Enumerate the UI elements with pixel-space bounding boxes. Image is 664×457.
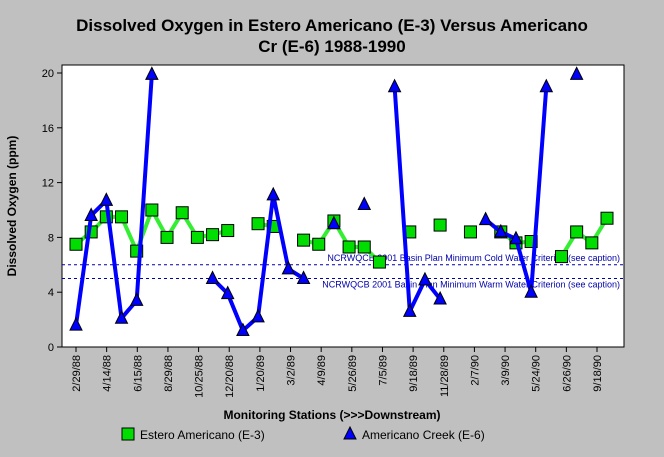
data-point-square [433, 218, 447, 232]
series-line [392, 86, 442, 314]
data-point-triangle [418, 271, 432, 286]
x-tick-label: 10/25/88 [194, 355, 206, 398]
data-point-triangle [478, 211, 493, 226]
y-tick-label: 4 [48, 287, 54, 299]
data-point-triangle [84, 207, 98, 221]
x-tick-label: 6/26/90 [561, 355, 573, 392]
x-tick-label: 5/24/90 [531, 355, 543, 392]
data-point-square [251, 217, 265, 231]
y-tick-label: 0 [48, 342, 54, 354]
data-point-triangle [539, 78, 554, 93]
data-point-triangle [129, 292, 144, 306]
data-point-triangle [69, 316, 83, 331]
data-point-triangle [509, 230, 523, 245]
x-tick-label: 9/18/90 [592, 355, 604, 392]
x-tick-label: 4/9/89 [316, 355, 328, 386]
x-tick-label: 6/15/88 [132, 355, 144, 392]
data-point-square [206, 228, 220, 242]
data-point-triangle [524, 284, 538, 298]
data-point-square [463, 225, 477, 239]
legend-marker-triangle [343, 425, 357, 440]
data-point-square [372, 255, 386, 269]
legend-label: Americano Creek (E-6) [362, 428, 485, 442]
data-point-square [175, 206, 189, 220]
x-tick-label: 3/2/89 [286, 355, 298, 386]
x-tick-label: 5/26/89 [347, 355, 359, 392]
data-point-triangle [99, 192, 114, 206]
y-tick-label: 12 [42, 178, 54, 190]
series-line [559, 217, 609, 258]
data-point-triangle [387, 78, 402, 93]
data-point-square [160, 230, 174, 244]
legend-label: Estero Americano (E-3) [140, 428, 265, 442]
data-point-square [190, 230, 204, 244]
series-2 [69, 66, 584, 337]
y-tick-label: 20 [42, 68, 54, 80]
data-point-square [69, 237, 83, 251]
data-point-triangle [251, 308, 265, 323]
data-point-triangle [357, 196, 372, 211]
data-point-square [357, 240, 371, 254]
x-tick-label: 2/29/88 [71, 355, 83, 392]
x-tick-label: 8/29/88 [163, 355, 175, 392]
data-point-square [312, 237, 326, 251]
data-point-square [221, 224, 235, 238]
legend: Estero Americano (E-3) Americano Creek (E… [121, 425, 485, 442]
legend-marker-square [121, 427, 135, 441]
data-point-triangle [402, 303, 417, 317]
reference-line-label-1: NCRWQCB 2001 Basin Plan Minimum Cold Wat… [327, 253, 620, 263]
data-point-triangle [493, 223, 508, 238]
data-point-triangle [236, 322, 250, 337]
x-tick-label: 4/14/88 [102, 355, 114, 392]
data-point-square [570, 225, 584, 239]
data-point-triangle [281, 260, 296, 275]
series-layer [69, 66, 614, 337]
data-point-triangle [205, 270, 220, 284]
data-point-square [145, 203, 159, 217]
series-line [74, 74, 154, 326]
data-point-square [342, 240, 356, 254]
x-axis: 2/29/88 4/14/88 6/15/88 8/29/88 10/25/88 12/2… [71, 347, 604, 398]
data-point-triangle [433, 290, 447, 305]
data-point-triangle [296, 270, 311, 284]
data-point-triangle [220, 285, 235, 300]
x-tick-label: 12/20/88 [224, 355, 236, 398]
x-tick-label: 11/28/89 [439, 355, 451, 397]
data-point-square [600, 211, 614, 225]
x-tick-label: 9/18/89 [408, 355, 420, 392]
data-point-square [585, 236, 599, 250]
chart-title-line-2: Cr (E-6) 1988-1990 [258, 37, 405, 56]
y-axis: 0 4 8 12 16 20 [42, 68, 62, 354]
data-point-triangle [569, 66, 584, 80]
data-point-triangle [327, 215, 341, 230]
x-tick-label: 7/5/89 [377, 355, 389, 386]
y-tick-label: 8 [48, 232, 54, 244]
y-axis-title: Dissolved Oxygen (ppm) [5, 136, 19, 277]
data-point-triangle [145, 66, 159, 80]
data-point-square [554, 250, 568, 264]
data-point-square [115, 210, 129, 224]
data-point-triangle [114, 310, 129, 324]
x-tick-label: 2/7/90 [469, 355, 481, 386]
x-tick-label: 1/20/89 [255, 355, 267, 392]
chart-title-line-1: Dissolved Oxygen in Estero Americano (E-… [76, 16, 588, 35]
y-tick-label: 16 [42, 123, 54, 135]
data-point-square [297, 233, 311, 247]
data-point-triangle [266, 186, 281, 201]
reference-line-label-2: NCRWQCB 2001 Basin Plan Minimum Warm Wat… [322, 280, 620, 290]
x-axis-title: Monitoring Stations (>>>Downstream) [223, 408, 440, 422]
x-tick-label: 3/9/90 [500, 355, 512, 386]
